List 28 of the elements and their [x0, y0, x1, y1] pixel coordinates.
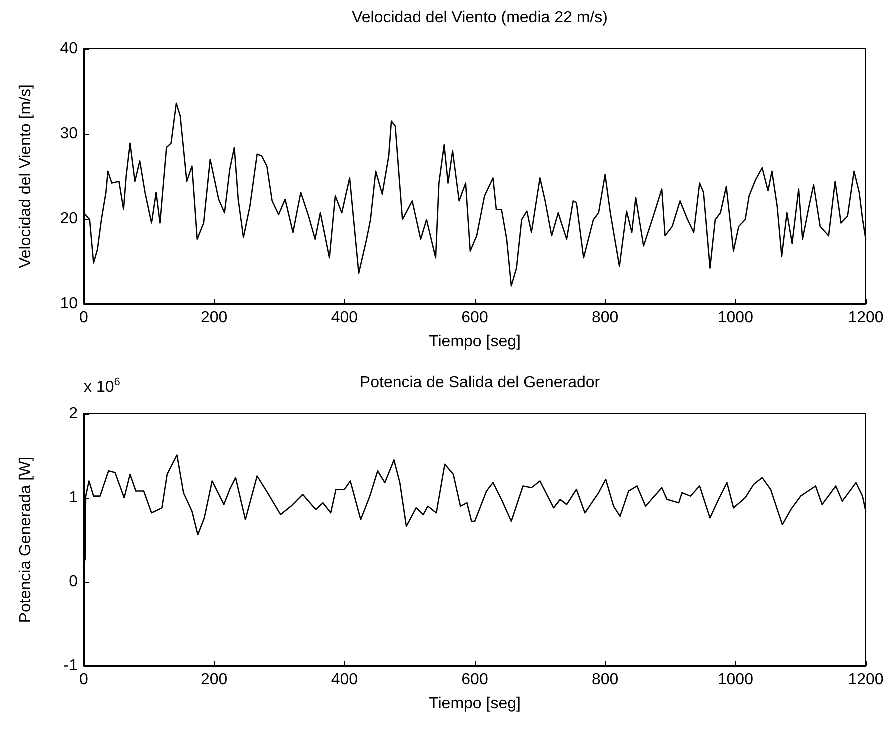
y-tick-label: 40 — [60, 40, 78, 58]
x-axis-title: Tiempo [seg] — [429, 334, 521, 350]
x-tick-label: 600 — [462, 672, 488, 688]
chart-title: Potencia de Salida del Generador — [360, 374, 601, 392]
x-tick-label: 1200 — [848, 310, 884, 326]
x-tick-label: 0 — [80, 310, 89, 326]
x-tick-label: 400 — [331, 310, 358, 326]
x-tick-label: 1200 — [848, 672, 884, 688]
y-tick-label: 30 — [60, 126, 78, 142]
x-tick-label: 1000 — [718, 672, 754, 688]
x-tick-label: 800 — [592, 672, 619, 688]
y-tick-label: 2 — [69, 406, 78, 422]
y-tick-label: 1 — [69, 490, 78, 506]
x-tick-label: 600 — [462, 310, 488, 326]
x-tick-label: 400 — [331, 672, 358, 688]
y-tick-label: -1 — [64, 658, 78, 674]
y-axis-title: Velocidad del Viento [m/s] — [18, 84, 34, 268]
y-tick-label: 20 — [60, 210, 78, 228]
x-tick-label: 800 — [592, 310, 619, 326]
y-tick-label: 0 — [69, 574, 78, 590]
x-tick-label: 200 — [200, 672, 228, 688]
x-tick-label: 200 — [200, 310, 228, 326]
x-axis-title: Tiempo [seg] — [429, 696, 521, 712]
chart-title: Velocidad del Viento (media 22 m/s) — [352, 10, 608, 26]
y-tick-label: 10 — [60, 296, 78, 312]
y-axis-title: Potencia Generada [W] — [18, 456, 34, 624]
x-tick-label: 1000 — [718, 310, 754, 326]
x-tick-label: 0 — [80, 672, 89, 688]
